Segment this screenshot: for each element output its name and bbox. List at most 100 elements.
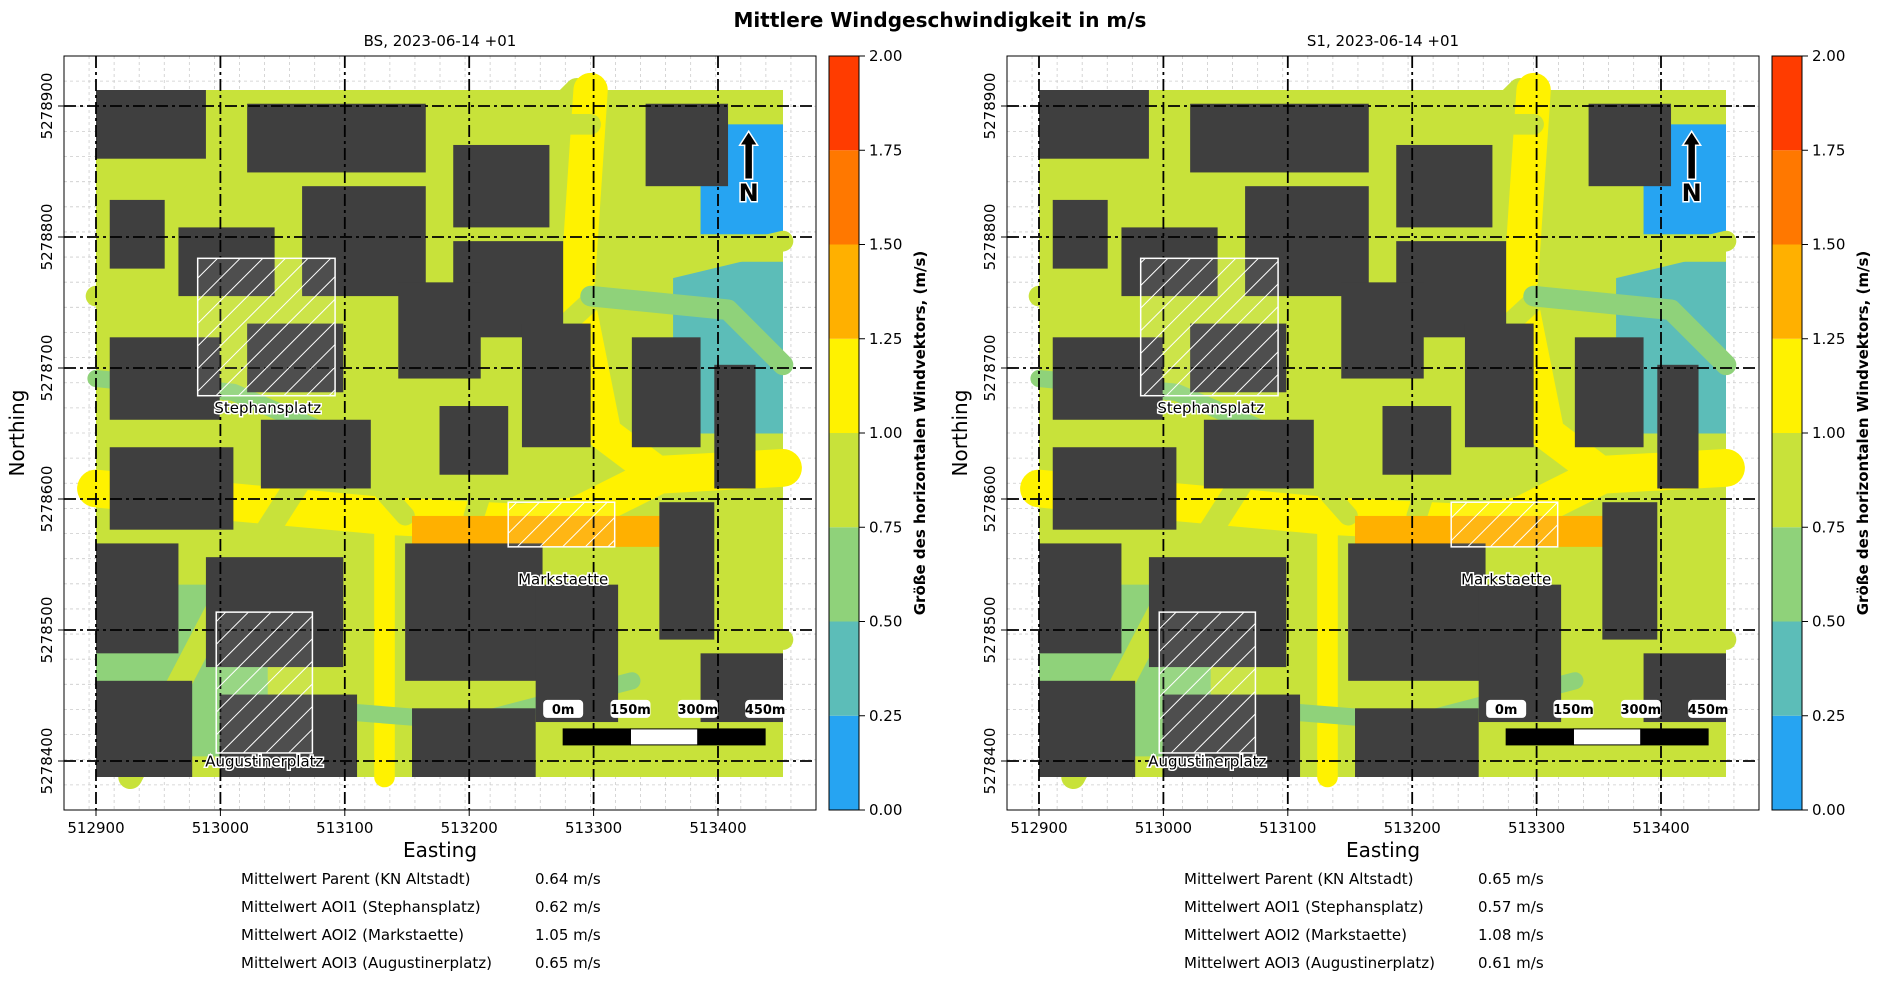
y-tick-label: 5278700 — [981, 335, 999, 402]
aoi-label: Augustinerplatz — [1148, 753, 1266, 771]
building-block — [1574, 337, 1644, 448]
building-block — [1039, 543, 1122, 654]
north-label: N — [739, 179, 759, 207]
building-block — [1355, 708, 1479, 777]
colorbar-tick-label: 0.25 — [1812, 707, 1845, 725]
building-block — [405, 543, 543, 681]
scale-bar-segment — [1505, 728, 1574, 746]
axes-frame — [63, 55, 817, 811]
building-block — [535, 584, 619, 723]
x-tick-label: 513300 — [1508, 819, 1565, 837]
building-block — [1588, 103, 1672, 187]
street-flow — [1523, 285, 1737, 376]
north-arrow-icon — [1681, 129, 1703, 180]
colorbar-label: Größe des horizontalen Windvektors, (m/s… — [1854, 251, 1872, 616]
building-block — [96, 680, 193, 777]
y-axis-label: Northing — [5, 390, 29, 477]
colorbar-tick-label: 0.50 — [1812, 613, 1845, 631]
wind-raster — [77, 72, 802, 790]
y-tick-label: 5278700 — [38, 335, 56, 402]
aoi-box — [196, 257, 336, 397]
x-axis-label: Easting — [1346, 838, 1420, 862]
scale-label-bg — [1620, 699, 1661, 718]
colorbar-bin — [1772, 527, 1802, 622]
x-tick-label: 513200 — [441, 819, 498, 837]
scale-label-bg — [1553, 699, 1594, 718]
figure-title: Mittlere Windgeschwindigkeit in m/s — [734, 8, 1147, 32]
colorbar-bin — [829, 433, 859, 528]
colorbar-bin — [1772, 433, 1802, 528]
axes-frame — [1006, 55, 1760, 811]
colorbar-bin — [1772, 244, 1802, 339]
scale-bar-label: 0m — [1495, 703, 1518, 718]
scale-bar-label: 450m — [745, 703, 786, 718]
scale-bar-label: 300m — [677, 703, 718, 718]
colorbar-bin — [1772, 338, 1802, 433]
building-block — [645, 103, 729, 187]
building-block — [96, 90, 206, 159]
panel-title: BS, 2023-06-14 +01 — [364, 32, 517, 50]
x-tick-label: 512900 — [1010, 819, 1067, 837]
building-block — [714, 364, 756, 489]
scale-bar-label: 0m — [552, 703, 575, 718]
colorbar-label: Größe des horizontalen Windvektors, (m/s… — [911, 251, 929, 616]
colorbar-bin — [829, 715, 859, 810]
scale-label-bg — [543, 699, 584, 718]
colorbar-tick-label: 1.75 — [869, 141, 902, 159]
scale-bar-segment — [562, 728, 631, 746]
aoi-box — [215, 611, 314, 754]
colorbar-tick-label: 1.00 — [1812, 424, 1845, 442]
colorbar-bin — [829, 338, 859, 433]
building-block — [521, 323, 591, 448]
aoi-box — [1139, 257, 1279, 397]
x-tick-label: 513300 — [565, 819, 622, 837]
building-block — [1348, 543, 1486, 681]
colorbar-bin — [1772, 715, 1802, 810]
aoi-label: Markstaette — [518, 571, 608, 589]
map-panel-bs: 512900 513000 513100 513200 513300 513400 5278… — [5, 32, 929, 862]
x-tick-label: 513400 — [689, 819, 746, 837]
building-block — [1190, 103, 1369, 173]
building-block — [247, 103, 426, 173]
scale-label-bg — [1486, 699, 1527, 718]
street-flow — [559, 72, 677, 492]
stats-row: Mittelwert AOI1 (Stephansplatz) 0.62 m/s — [241, 898, 601, 916]
building-block — [1657, 364, 1699, 489]
colorbar-bin — [1772, 150, 1802, 245]
aoi-label: Markstaette — [1461, 571, 1551, 589]
x-tick-label: 513200 — [1384, 819, 1441, 837]
scale-bar-label: 450m — [1688, 703, 1729, 718]
scale-bar-segment — [697, 728, 766, 746]
scale-bar-segment — [1572, 728, 1642, 746]
building-block — [109, 447, 234, 530]
building-block — [1396, 144, 1493, 228]
colorbar-tick-label: 1.50 — [1812, 236, 1845, 254]
colorbar-bin — [829, 244, 859, 339]
colorbar-tick-label: 1.75 — [1812, 141, 1845, 159]
building-block — [659, 502, 715, 640]
y-tick-label: 5278400 — [981, 728, 999, 795]
building-block — [412, 708, 536, 777]
scale-bar-segment — [629, 728, 699, 746]
building-block — [1039, 680, 1136, 777]
scale-bar-segment — [1640, 728, 1709, 746]
x-tick-label: 513100 — [316, 819, 373, 837]
building-block — [1341, 282, 1424, 379]
aoi-label: Stephansplatz — [1157, 399, 1264, 417]
aoi-box — [507, 501, 616, 548]
y-axis-label: Northing — [948, 390, 972, 477]
wind-raster — [1020, 72, 1745, 790]
building-block — [439, 406, 509, 475]
y-tick-label: 5278600 — [981, 466, 999, 533]
x-tick-label: 513100 — [1259, 819, 1316, 837]
building-block — [398, 282, 481, 379]
stats-row: Mittelwert Parent (KN Altstadt) 0.64 m/s — [241, 870, 601, 888]
building-block — [1382, 406, 1452, 475]
stats-row: Mittelwert AOI2 (Markstaette) 1.05 m/s — [241, 926, 601, 944]
colorbar-bin — [829, 621, 859, 716]
stats-row: Mittelwert AOI3 (Augustinerplatz) 0.61 m/… — [1184, 954, 1544, 972]
scale-label-bg — [1688, 699, 1729, 718]
colorbar-bin — [829, 150, 859, 245]
colorbar-bin — [829, 56, 859, 151]
